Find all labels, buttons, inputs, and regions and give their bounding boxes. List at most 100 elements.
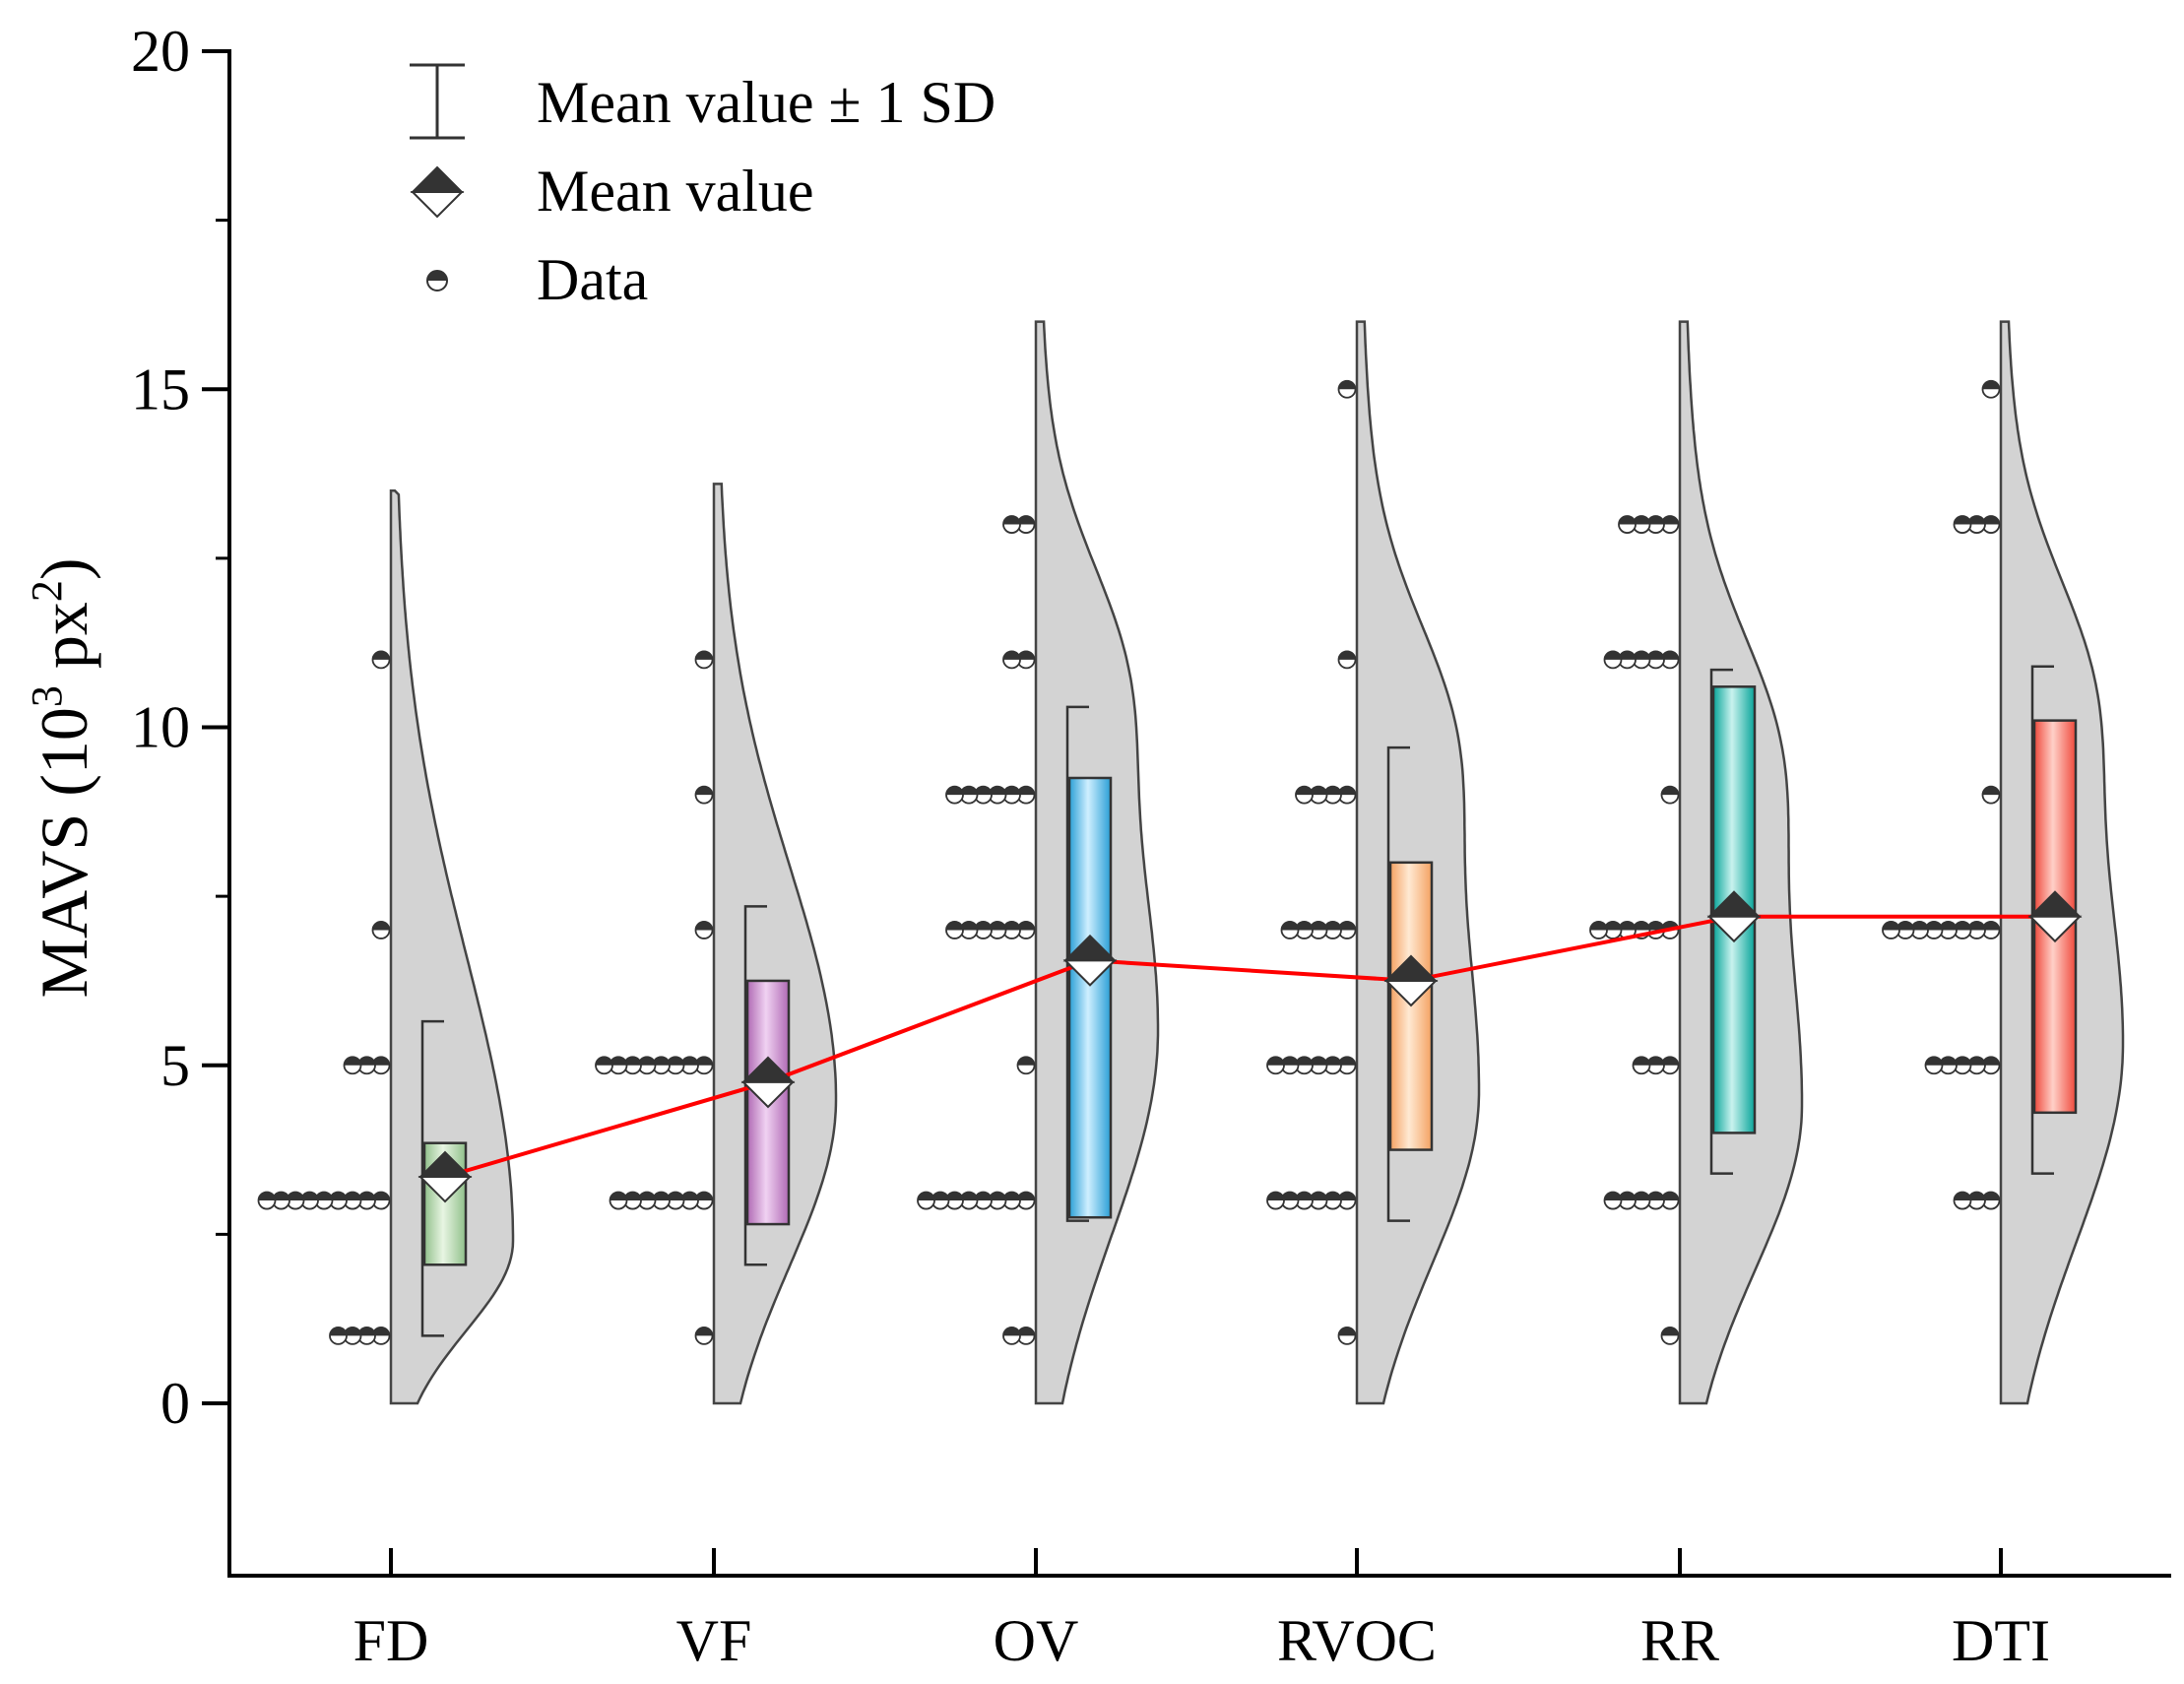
data-point [1953,1191,1972,1210]
data-point [680,1191,699,1210]
data-point [343,1056,362,1075]
data-point [1002,515,1021,534]
data-point [609,1191,628,1210]
x-tick-label: RVOC [1277,1608,1437,1673]
data-point [1266,1056,1285,1075]
data-point [1016,1191,1036,1210]
data-point [1280,921,1300,939]
data-point [1660,1056,1680,1075]
data-point [1309,1191,1328,1210]
y-axis-label: MAVS (103 px2) [23,557,101,998]
data-point [917,1191,935,1210]
legend: Mean value ± 1 SD Mean value Data [410,63,996,312]
data-point [1981,785,2001,805]
data-point [1589,921,1608,939]
data-point [1882,921,1900,939]
sd-whisker [2030,665,2054,1175]
data-point [371,921,391,939]
data-point [1295,1191,1314,1210]
data-point [1016,515,1036,534]
data-point [945,1191,964,1210]
data-point [1002,1326,1021,1345]
data-point [329,1191,348,1210]
mean-diamond-ov [1062,934,1118,987]
legend-data-point-icon [426,270,448,291]
data-point [694,921,714,939]
data-point [1337,785,1357,805]
data-point [1618,515,1637,534]
data-point [1337,1056,1357,1075]
data-point [329,1326,348,1345]
data-point [1016,1056,1036,1075]
data-point [694,650,714,670]
data-point [1280,1056,1300,1075]
data-point [694,785,714,805]
data-point [1002,1191,1021,1210]
y-tick-label: 0 [161,1371,190,1436]
data-point [1967,515,1986,534]
data-point [1603,1191,1623,1210]
data-point [623,1191,642,1210]
data-point [1981,515,2001,534]
mean-diamond-vf [740,1056,796,1109]
data-point [666,1191,685,1210]
data-point [974,1191,993,1210]
data-point [595,1056,613,1075]
data-point [1895,921,1915,939]
data-point [314,1191,334,1210]
data-point [1337,1326,1357,1345]
mean-diamond-rr [1706,890,1762,943]
data-point [1660,785,1680,805]
data-point [1924,1056,1944,1075]
data-point [1981,379,2001,399]
data-point [371,1191,391,1210]
data-point [1266,1191,1285,1210]
data-point [945,785,964,805]
data-point [1939,921,1958,939]
legend-sd-label: Mean value ± 1 SD [537,70,996,135]
legend-mean-label: Mean value [537,159,814,224]
legend-mean-diamond-icon [410,165,465,219]
violin-fd [389,488,515,1405]
data-point [988,785,1007,805]
data-point [974,785,993,805]
data-point [1309,1056,1328,1075]
data-point [1618,1191,1637,1210]
data-point [1337,379,1357,399]
x-tick-label: VF [676,1608,752,1673]
mean-trend-line [444,914,2055,1179]
data-point [1660,1326,1680,1345]
sd-whisker [1386,745,1410,1222]
data-point [1660,515,1680,534]
data-point [1660,1191,1680,1210]
data-point [1981,1191,2001,1210]
sd-whisker [1065,705,1089,1222]
box-ov [1067,776,1113,1219]
data-point [694,1326,714,1345]
data-point [609,1056,628,1075]
data-point [1967,921,1986,939]
data-point [1337,650,1357,670]
data-point [371,1056,391,1075]
data-point [1295,785,1314,805]
data-point [343,1326,362,1345]
x-tick-label: OV [994,1608,1079,1673]
legend-sd-icon [410,63,465,140]
data-point [1924,921,1944,939]
data-point [357,1191,376,1210]
data-point [1016,1326,1036,1345]
violin-vf [712,483,838,1405]
x-tick-label: RR [1640,1608,1719,1673]
data-point [371,1326,391,1345]
mean-diamond-fd [418,1150,473,1203]
data-point [1967,1191,1986,1210]
data-point [1660,650,1680,670]
data-point [1603,921,1623,939]
mean-diamond-rvoc [1383,954,1439,1007]
data-point [974,921,993,939]
data-point [1323,785,1342,805]
y-tick-label: 10 [131,695,190,760]
data-point [652,1056,671,1075]
sd-whisker [743,905,767,1266]
